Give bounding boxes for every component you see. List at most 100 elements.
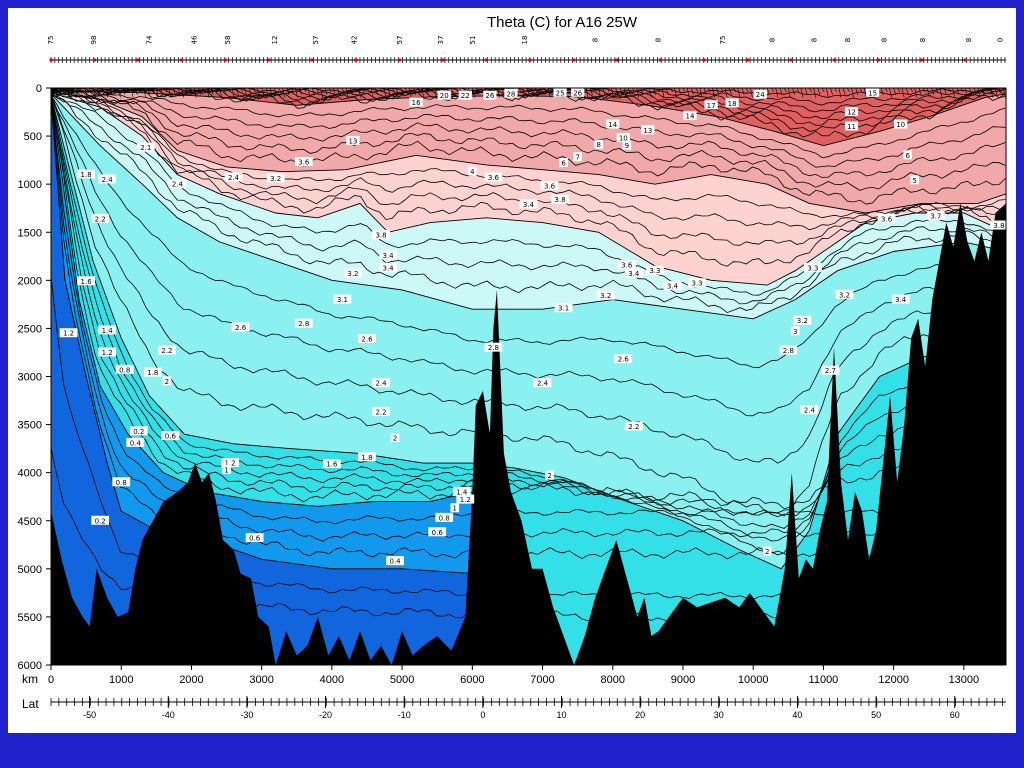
hatch-line	[307, 87, 311, 98]
contour-label: 3.2	[600, 292, 611, 300]
hatch-line	[859, 87, 863, 92]
hatch-line	[455, 87, 458, 92]
hatch-line	[185, 87, 189, 95]
hatch-line	[539, 87, 543, 95]
hatch-line	[80, 87, 83, 98]
contour-label-bg	[504, 88, 518, 98]
station-labels: 75 98 74 46 58 12 57 42 57 37 51 18 8 8 75 8 8 8 8 8 8 0	[47, 35, 1006, 63]
km-tick-label: 5000	[390, 674, 414, 686]
contour-label-bg	[91, 515, 110, 525]
station-marker	[484, 58, 488, 62]
hatch-line	[59, 87, 62, 95]
station-label: 51	[469, 36, 477, 45]
contour-label: 0.4	[390, 558, 402, 566]
km-tick-label: 10000	[738, 674, 769, 686]
hatch-line	[893, 87, 897, 95]
contour-label: 2.4	[537, 380, 549, 388]
hatch-line	[311, 87, 315, 95]
station-marker	[746, 58, 750, 62]
contour-label: 3.4	[667, 283, 679, 291]
contour-label-bg	[344, 268, 362, 278]
band-3-4	[51, 91, 1006, 286]
contour-label: 2.8	[488, 344, 499, 352]
hatch-line	[648, 87, 652, 98]
contour-label-bg	[614, 354, 633, 364]
band-4-10	[51, 90, 1006, 213]
contour-line-15	[50, 89, 1006, 267]
contour-label: 1.8	[361, 454, 372, 462]
contour-label: 3.8	[993, 222, 1004, 230]
contour-label-bg	[571, 87, 585, 97]
contour-label: 2.6	[361, 335, 373, 343]
contour-label-bg	[573, 152, 582, 162]
station-marker	[180, 58, 184, 62]
hatch-line	[109, 87, 113, 95]
hatch-line	[332, 87, 336, 98]
contour-label-bg	[346, 135, 360, 145]
hatch-line	[425, 87, 429, 95]
hatch-line	[143, 87, 147, 98]
hatch-line	[674, 87, 677, 98]
band-boundary-4	[50, 95, 1007, 570]
hatch-line	[299, 87, 302, 95]
contour-label: 2.4	[804, 407, 816, 415]
contour-label: 7	[575, 154, 579, 162]
contour-line-12	[50, 92, 1006, 219]
contour-label-bg	[115, 364, 134, 374]
hatch-line	[682, 87, 686, 92]
station-marker	[659, 58, 663, 62]
contour-label: 6	[905, 152, 910, 160]
hatch-line	[775, 87, 779, 98]
station-marker	[93, 58, 97, 62]
hatch-line	[240, 87, 243, 92]
contour-label-bg	[663, 281, 682, 291]
contour-label: 2.2	[375, 409, 386, 417]
contour-line-7	[50, 90, 1006, 159]
station-marker	[223, 58, 227, 62]
contour-label-bg	[683, 110, 697, 120]
contour-label: 1.6	[81, 278, 93, 286]
contour-label-bg	[266, 173, 285, 183]
station-label: 74	[145, 35, 153, 44]
contour-label-bg	[468, 166, 477, 176]
contour-label: 0.8	[119, 366, 130, 374]
hatch-line	[252, 87, 256, 92]
depth-tick-label: 4000	[18, 468, 42, 480]
hatch-line	[796, 87, 800, 92]
hatch-line	[695, 87, 698, 92]
contour-label-bg	[606, 119, 620, 129]
contour-label: 24	[756, 91, 765, 99]
hatch-line	[906, 87, 909, 95]
hatch-line	[156, 87, 159, 98]
hatch-line	[480, 87, 484, 92]
contour-label: 1.6	[326, 461, 338, 469]
contour-label-bg	[762, 546, 772, 556]
contour-label-bg	[98, 325, 117, 335]
contour-label-bg	[428, 527, 447, 537]
chart-panel: Theta (C) for A16 25W 13 16 20 22 26 28 25 26 17…	[8, 8, 1016, 733]
contour-label: 0.8	[116, 479, 127, 487]
hatch-line	[733, 87, 736, 92]
hatch-line	[602, 87, 606, 95]
contour-lines	[50, 87, 1007, 627]
contour-label-bg	[835, 289, 854, 299]
hatch-line	[939, 87, 943, 98]
contour-label-bg	[98, 347, 117, 357]
station-label: 98	[90, 36, 98, 45]
hatch-line	[830, 87, 833, 95]
contour-label: 2.1	[140, 144, 151, 152]
contour-label-bg	[553, 87, 567, 97]
hatch-line	[172, 87, 176, 95]
hatch-line	[408, 87, 412, 98]
hatch-line	[590, 87, 593, 95]
station-label: 8	[919, 38, 927, 42]
hatch-line	[434, 87, 437, 98]
hatch-line	[417, 87, 420, 92]
contour-label: 12	[847, 109, 856, 117]
hatch-line	[67, 87, 71, 98]
contour-label-bg	[372, 407, 390, 417]
contour-label-bg	[168, 179, 187, 189]
contour-label-bg	[372, 230, 390, 240]
hatch-line	[345, 87, 349, 98]
contour-label-bg	[386, 556, 404, 566]
